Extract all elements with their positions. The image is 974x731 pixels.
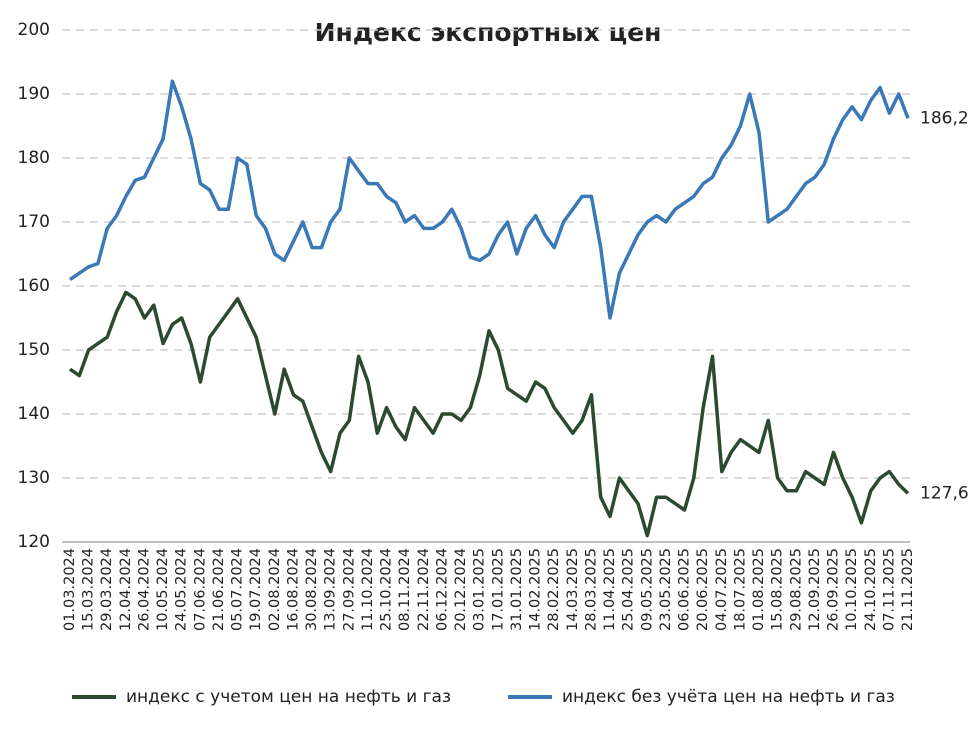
- x-tick-label: 11.04.2025: [602, 548, 618, 631]
- x-tick-label: 21.06.2024: [211, 548, 227, 631]
- end-value-label: 186,2: [920, 108, 969, 128]
- x-tick-label: 15.08.2025: [770, 548, 786, 631]
- x-tick-label: 05.07.2024: [230, 548, 246, 631]
- x-tick-label: 01.08.2025: [751, 548, 767, 631]
- x-tick-label: 20.06.2025: [695, 548, 711, 631]
- x-tick-label: 28.03.2025: [583, 548, 599, 631]
- x-tick-label: 31.01.2025: [509, 548, 525, 631]
- y-tick-label: 130: [18, 468, 50, 488]
- x-tick-label: 29.03.2024: [99, 548, 115, 631]
- x-tick-label: 12.09.2025: [807, 548, 823, 631]
- x-tick-label: 03.01.2025: [472, 548, 488, 631]
- y-tick-label: 180: [18, 148, 50, 168]
- x-tick-label: 01.03.2024: [62, 548, 78, 631]
- x-tick-label: 14.02.2025: [528, 548, 544, 631]
- x-tick-label: 10.05.2024: [155, 548, 171, 631]
- x-tick-label: 17.01.2025: [490, 548, 506, 631]
- x-tick-label: 20.12.2024: [453, 548, 469, 631]
- x-tick-label: 24.05.2024: [174, 548, 190, 631]
- x-tick-label: 07.06.2024: [192, 548, 208, 631]
- x-tick-label: 07.11.2025: [881, 548, 897, 631]
- x-tick-label: 18.07.2025: [732, 548, 748, 631]
- series-line: [69, 79, 910, 320]
- y-tick-label: 170: [18, 212, 50, 232]
- x-tick-label: 19.07.2024: [248, 548, 264, 631]
- x-tick-label: 11.10.2024: [360, 548, 376, 631]
- x-tick-label: 21.11.2025: [900, 548, 916, 631]
- y-tick-label: 150: [18, 340, 50, 360]
- x-tick-label: 16.08.2024: [285, 548, 301, 631]
- x-tick-label: 13.09.2024: [323, 548, 339, 631]
- series-line: [69, 290, 910, 538]
- x-tick-label: 14.03.2025: [565, 548, 581, 631]
- x-tick-label: 06.12.2024: [434, 548, 450, 631]
- x-tick-label: 25.10.2024: [379, 548, 395, 631]
- y-tick-label: 160: [18, 276, 50, 296]
- y-tick-label: 140: [18, 404, 50, 424]
- y-tick-label: 200: [18, 20, 50, 40]
- x-tick-label: 06.06.2025: [677, 548, 693, 631]
- x-tick-label: 27.09.2024: [341, 548, 357, 631]
- x-tick-label: 10.10.2025: [844, 548, 860, 631]
- y-tick-label: 120: [18, 532, 50, 552]
- x-tick-label: 29.08.2025: [788, 548, 804, 631]
- legend-label: индекс с учетом цен на нефть и газ: [126, 687, 451, 707]
- x-tick-label: 23.05.2025: [658, 548, 674, 631]
- y-tick-label: 190: [18, 84, 50, 104]
- x-tick-label: 04.07.2025: [714, 548, 730, 631]
- x-tick-label: 22.11.2024: [416, 548, 432, 631]
- x-tick-label: 08.11.2024: [397, 548, 413, 631]
- x-tick-label: 24.10.2025: [863, 548, 879, 631]
- chart-title: Индекс экспортных цен: [315, 18, 662, 47]
- x-tick-label: 30.08.2024: [304, 548, 320, 631]
- x-tick-label: 28.02.2025: [546, 548, 562, 631]
- x-tick-label: 02.08.2024: [267, 548, 283, 631]
- x-tick-label: 15.03.2024: [81, 548, 97, 631]
- x-tick-label: 25.04.2025: [621, 548, 637, 631]
- x-tick-label: 26.04.2024: [136, 548, 152, 631]
- x-tick-label: 09.05.2025: [639, 548, 655, 631]
- legend-label: индекс без учёта цен на нефть и газ: [562, 687, 895, 707]
- x-tick-label: 12.04.2024: [118, 548, 134, 631]
- x-tick-label: 26.09.2025: [826, 548, 842, 631]
- end-value-label: 127,6: [920, 483, 969, 503]
